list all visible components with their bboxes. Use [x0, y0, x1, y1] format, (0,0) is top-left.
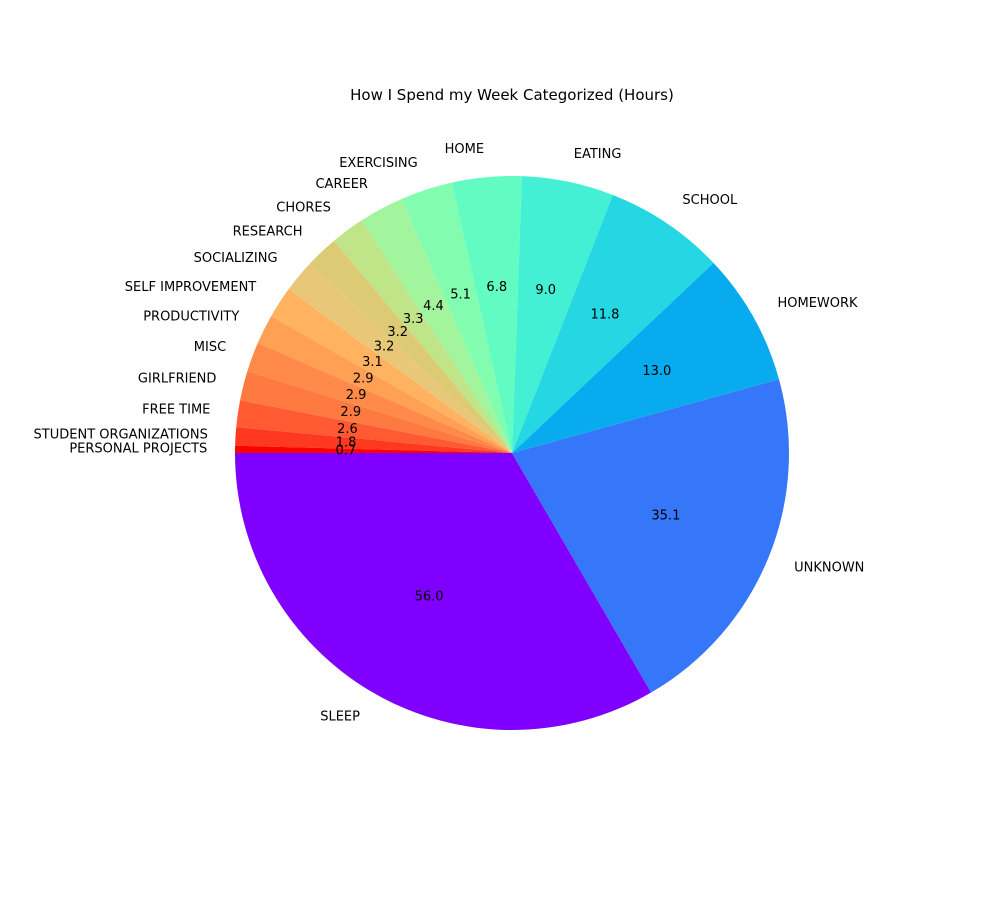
- slice-label-eating: EATING: [574, 147, 622, 162]
- slice-label-student-organizations: STUDENT ORGANIZATIONS: [34, 427, 208, 442]
- slice-label-school: SCHOOL: [682, 193, 738, 208]
- slice-label-sleep: SLEEP: [320, 710, 360, 725]
- slice-productivity: [257, 316, 512, 453]
- slice-socializing: [288, 263, 512, 453]
- value-label-career: 4.4: [423, 299, 444, 314]
- slice-eating: [512, 176, 613, 453]
- slice-label-self-improvement: SELF IMPROVEMENT: [125, 280, 257, 295]
- slice-career: [361, 198, 512, 453]
- value-label-eating: 9.0: [535, 283, 556, 298]
- slice-self-improvement: [271, 289, 512, 453]
- value-label-school: 11.8: [590, 308, 619, 323]
- slice-label-girlfriend: GIRLFRIEND: [138, 372, 216, 387]
- slice-school: [512, 195, 714, 453]
- value-label-chores: 3.3: [403, 312, 424, 327]
- slice-label-exercising: EXERCISING: [339, 156, 418, 171]
- value-label-homework: 13.0: [642, 364, 671, 379]
- value-label-sleep: 56.0: [415, 590, 444, 605]
- slice-personal-projects: [235, 445, 512, 453]
- slice-label-personal-projects: PERSONAL PROJECTS: [69, 442, 207, 457]
- value-label-exercising: 5.1: [450, 287, 471, 302]
- value-label-socializing: 3.2: [374, 339, 395, 354]
- value-label-self-improvement: 3.1: [362, 355, 383, 370]
- slice-label-socializing: SOCIALIZING: [194, 251, 278, 266]
- slice-homework: [512, 262, 779, 453]
- value-label-girlfriend: 2.9: [340, 405, 361, 420]
- value-label-unknown: 35.1: [651, 508, 680, 523]
- slice-research: [309, 240, 512, 453]
- slice-label-productivity: PRODUCTIVITY: [143, 310, 239, 325]
- slice-label-home: HOME: [445, 142, 484, 157]
- value-label-personal-projects: 0.7: [335, 443, 356, 458]
- slice-unknown: [512, 379, 789, 693]
- value-label-misc: 2.9: [346, 388, 367, 403]
- slice-chores: [333, 220, 512, 453]
- value-label-free-time: 2.6: [337, 422, 358, 437]
- value-label-productivity: 2.9: [353, 371, 374, 386]
- slice-exercising: [401, 182, 512, 453]
- slice-label-unknown: UNKNOWN: [794, 561, 864, 576]
- slice-label-misc: MISC: [194, 340, 226, 355]
- value-label-home: 6.8: [486, 280, 507, 295]
- value-label-research: 3.2: [387, 325, 408, 340]
- slice-labels: SLEEP UNKNOWN HOMEWORK SCHOOL EATING HOME EXER…: [34, 142, 865, 724]
- value-labels: 56.035.113.011.89.06.85.14.43.33.23.23.1…: [335, 280, 680, 605]
- slice-student-organizations: [235, 427, 512, 453]
- value-label-student-organizations: 1.8: [336, 436, 357, 451]
- slice-sleep: [235, 453, 652, 730]
- slice-girlfriend: [240, 371, 513, 453]
- chart-title: How I Spend my Week Categorized (Hours): [350, 86, 674, 104]
- slice-label-career: CAREER: [315, 177, 367, 192]
- slice-label-homework: HOMEWORK: [777, 296, 858, 311]
- slice-misc: [247, 343, 512, 453]
- slice-label-free-time: FREE TIME: [142, 402, 210, 417]
- slice-home: [451, 176, 522, 453]
- slice-free-time: [236, 400, 512, 453]
- pie-slices: [235, 176, 789, 730]
- slice-label-research: RESEARCH: [233, 224, 303, 239]
- slice-label-chores: CHORES: [276, 200, 331, 215]
